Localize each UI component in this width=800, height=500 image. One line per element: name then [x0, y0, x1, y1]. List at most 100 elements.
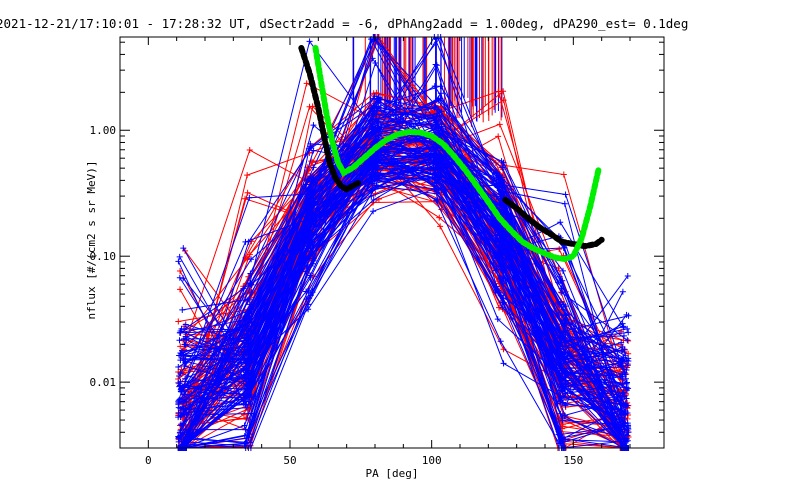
data-point	[494, 184, 501, 191]
data-point	[625, 312, 632, 319]
fit-black-left	[298, 44, 361, 193]
data-point	[374, 162, 381, 169]
data-point	[307, 185, 314, 192]
data-point	[180, 245, 187, 252]
series-line	[183, 61, 627, 411]
data-point	[248, 256, 255, 263]
series-line	[180, 139, 626, 441]
data-point	[244, 297, 251, 304]
data-point	[370, 103, 377, 110]
data-point	[372, 115, 379, 122]
data-point	[499, 299, 506, 306]
data-point	[558, 285, 565, 292]
series-line	[179, 184, 621, 449]
series-line	[185, 153, 621, 449]
data-point	[499, 164, 506, 171]
series-line	[181, 35, 629, 449]
data-point	[242, 440, 249, 447]
data-point	[369, 166, 376, 173]
data-point	[310, 175, 317, 182]
data-point	[179, 306, 186, 313]
data-point	[244, 331, 251, 338]
data-point	[306, 221, 313, 228]
data-point	[246, 194, 253, 201]
data-point	[182, 426, 189, 433]
data-point	[562, 191, 569, 198]
data-point	[562, 303, 569, 310]
data-point	[620, 332, 627, 339]
series-line	[182, 98, 625, 449]
y-axis-label: nflux [#/(cm2 s sr MeV)]	[85, 161, 98, 320]
data-point	[619, 380, 626, 387]
data-point	[617, 400, 624, 407]
data-point	[182, 333, 189, 340]
data-point	[624, 325, 631, 332]
data-point	[303, 80, 310, 87]
data-point	[435, 107, 442, 114]
data-point	[303, 213, 310, 220]
series-line	[178, 143, 626, 449]
data-point	[244, 172, 251, 179]
data-point	[623, 379, 630, 386]
data-point	[619, 359, 626, 366]
data-point	[555, 300, 562, 307]
data-point	[433, 180, 440, 187]
data-point	[562, 402, 569, 409]
data-point	[371, 129, 378, 136]
data-point	[175, 364, 182, 371]
data-point	[177, 267, 184, 274]
data-point	[373, 149, 380, 156]
data-point	[496, 180, 503, 187]
data-point	[432, 61, 439, 68]
y-tick-label: 0.10	[90, 250, 117, 263]
data-point	[493, 263, 500, 270]
x-tick-label: 150	[563, 454, 583, 467]
y-tick-label: 0.01	[90, 376, 117, 389]
data-point	[370, 90, 377, 97]
data-point	[618, 410, 625, 417]
data-point	[554, 400, 561, 407]
data-point	[244, 309, 251, 316]
data-point	[559, 387, 566, 394]
data-point	[562, 316, 569, 323]
data-point	[177, 405, 184, 412]
data-point	[180, 275, 187, 282]
data-point	[624, 362, 631, 369]
data-point	[430, 164, 437, 171]
data-point	[620, 389, 627, 396]
data-point	[623, 402, 630, 409]
data-point	[622, 375, 629, 382]
data-point	[183, 396, 190, 403]
data-point	[559, 277, 566, 284]
data-point	[560, 171, 567, 178]
data-point	[556, 440, 563, 447]
data-point	[430, 114, 437, 121]
series-line	[185, 105, 628, 438]
data-point	[371, 93, 378, 100]
data-point	[559, 267, 566, 274]
data-point	[309, 289, 316, 296]
data-point	[437, 151, 444, 158]
data-point	[561, 200, 568, 207]
data-point	[248, 308, 255, 315]
data-point	[310, 193, 317, 200]
data-point	[436, 214, 443, 221]
data-point	[557, 219, 564, 226]
data-point	[622, 438, 629, 445]
data-point	[306, 38, 313, 45]
data-point	[556, 375, 563, 382]
data-point	[244, 348, 251, 355]
data-point	[307, 274, 314, 281]
x-tick-label: 0	[145, 454, 152, 467]
data-point	[373, 111, 380, 118]
series-line	[181, 144, 629, 447]
data-point	[556, 246, 563, 253]
data-point	[621, 346, 628, 353]
data-point	[621, 393, 628, 400]
data-point	[492, 170, 499, 177]
data-point	[557, 410, 564, 417]
data-point	[561, 244, 568, 251]
data-point	[432, 122, 439, 129]
data-point	[497, 262, 504, 269]
